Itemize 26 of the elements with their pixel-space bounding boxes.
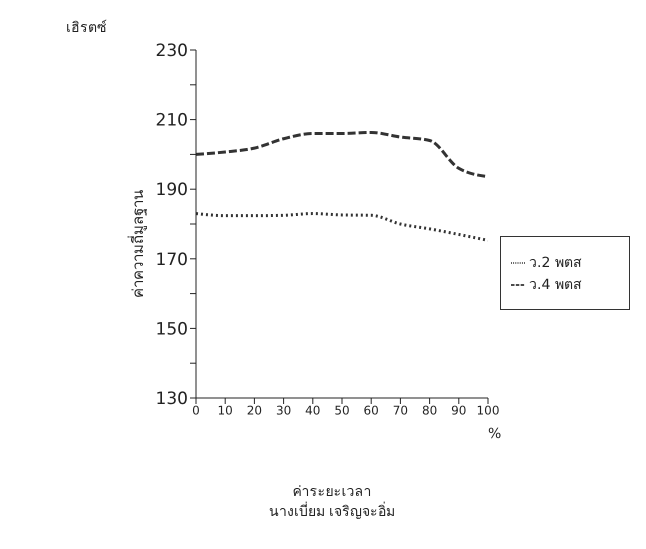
- y-axis-title: ค่าความถี่มูลฐาน: [126, 190, 148, 298]
- x-tick-label: 100: [476, 404, 500, 418]
- x-tick-label: 30: [276, 404, 292, 418]
- x-tick-label: 70: [392, 404, 408, 418]
- y-tick-label: 130: [156, 389, 188, 410]
- x-tick-label: 80: [422, 404, 438, 418]
- x-tick-label: 0: [192, 404, 200, 418]
- text: นางเบี่ยม เจริญจะอิ่ม: [268, 500, 396, 522]
- x-tick-label: 90: [451, 404, 466, 418]
- y-tick-label: 210: [156, 110, 188, 131]
- x-axis-title: ค่าระยะเวลา: [292, 483, 372, 502]
- x-tick-label: 40: [305, 404, 320, 418]
- x-tick-label: 20: [246, 404, 262, 418]
- x-tick-label: 50: [334, 404, 350, 418]
- line-series: [196, 212, 488, 242]
- legend-label: ว.4 พตส: [529, 277, 582, 293]
- y-tick-label: 190: [156, 180, 188, 200]
- text: เฮิรตซ์: [66, 18, 107, 38]
- y-tick-label: 150: [156, 319, 188, 340]
- text: %: [488, 426, 502, 442]
- x-tick-label: 60: [364, 404, 379, 418]
- y-tick-label: 230: [156, 41, 188, 62]
- line-series: [196, 130, 488, 178]
- y-tick-label: 170: [156, 250, 188, 270]
- x-tick-label: 10: [218, 404, 233, 418]
- legend-label: ว.2 พตส: [529, 255, 582, 271]
